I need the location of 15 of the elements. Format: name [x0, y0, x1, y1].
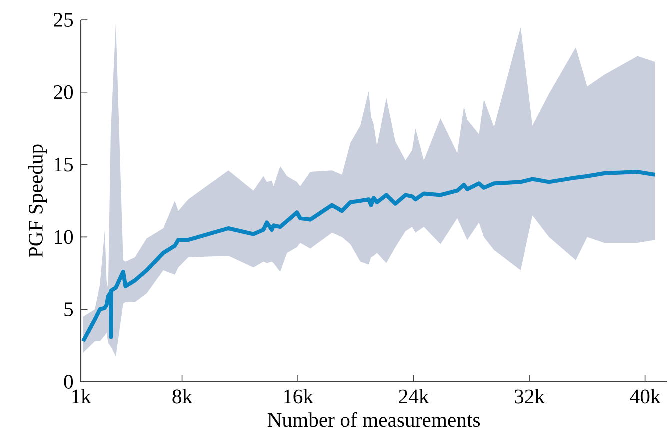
x-tick-label: 16k [284, 389, 314, 404]
y-tick-label: 5 [64, 302, 74, 316]
x-tick-label: 32k [515, 389, 546, 404]
y-tick-label: 20 [54, 85, 74, 100]
x-tick-label: 24k [399, 389, 430, 404]
line-series [81, 170, 658, 344]
y-tick-label: 0 [64, 375, 74, 389]
x-axis-title: Number of measurements [268, 412, 480, 428]
x-tick-label: 8k [172, 389, 193, 404]
y-tick-label: 25 [54, 13, 74, 27]
x-tick-label: 40k [630, 389, 661, 404]
y-axis-title: PGF Speedup [28, 144, 48, 258]
x-tick-label: 1k [72, 389, 92, 404]
y-tick-label: 10 [55, 230, 74, 244]
y-tick-label: 15 [55, 158, 74, 172]
